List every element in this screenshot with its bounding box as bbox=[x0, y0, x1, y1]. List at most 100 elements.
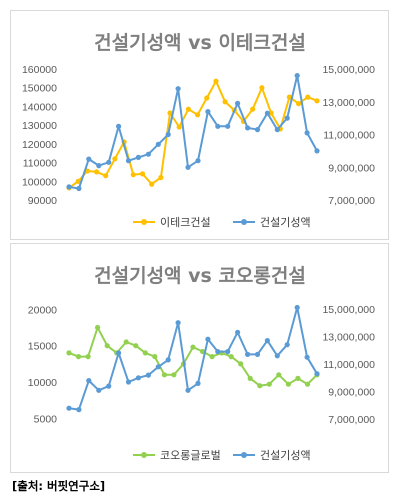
y-left-tick-label: 110000 bbox=[23, 158, 57, 170]
series-point-0 bbox=[112, 156, 118, 162]
legend-swatch-marker bbox=[141, 219, 147, 225]
series-point-0 bbox=[130, 172, 136, 178]
series-point-1 bbox=[106, 159, 112, 165]
source-note: [출처: 버핏연구소] bbox=[12, 479, 106, 493]
y-left-tick-label: 5000 bbox=[34, 413, 58, 425]
series-point-0 bbox=[305, 94, 311, 100]
series-point-0 bbox=[276, 372, 282, 378]
series-point-0 bbox=[285, 381, 291, 387]
series-point-1 bbox=[254, 127, 261, 133]
y-right-tick-label: 13,000,000 bbox=[322, 97, 375, 109]
series-line-1 bbox=[68, 74, 318, 190]
series-point-1 bbox=[76, 407, 82, 413]
series-point-0 bbox=[104, 343, 110, 349]
series-point-1 bbox=[225, 349, 231, 355]
series-point-1 bbox=[135, 375, 141, 381]
series-point-1 bbox=[145, 151, 151, 157]
series-point-1 bbox=[125, 158, 132, 164]
y-right-tick-label: 11,000,000 bbox=[323, 359, 375, 371]
series-point-1 bbox=[314, 148, 320, 154]
y-left-tick-label: 15000 bbox=[28, 341, 57, 353]
series-point-0 bbox=[268, 110, 274, 116]
series-point-0 bbox=[247, 375, 253, 381]
series-point-1 bbox=[125, 379, 132, 385]
chart-kolon: 건설기성액 vs 코오롱건설 5000 10000 15000 20000 7,000,0… bbox=[28, 265, 375, 462]
series-point-1 bbox=[314, 371, 320, 377]
chart-panel-kolon: 건설기성액 vs 코오롱건설 5000 10000 15000 20000 7,000,0… bbox=[10, 243, 389, 473]
series-point-0 bbox=[222, 99, 228, 105]
chart-title: 건설기성액 vs 이테크건설 bbox=[94, 32, 306, 54]
series-line-0 bbox=[68, 80, 318, 189]
series-point-1 bbox=[155, 364, 161, 370]
series-point-1 bbox=[235, 329, 241, 335]
y-right-tick-label: 15,000,000 bbox=[322, 64, 375, 76]
series-point-1 bbox=[205, 336, 211, 342]
series-point-1 bbox=[96, 387, 102, 393]
y-left-tick-label: 10000 bbox=[28, 377, 57, 389]
series-point-1 bbox=[145, 372, 151, 378]
series-point-0 bbox=[103, 173, 109, 179]
legend-label: 건설기성액 bbox=[260, 449, 311, 462]
series-point-1 bbox=[215, 123, 221, 129]
series-point-0 bbox=[75, 178, 81, 184]
series-point-0 bbox=[266, 381, 272, 387]
series-point-0 bbox=[123, 339, 129, 345]
series-point-0 bbox=[304, 381, 311, 387]
series-point-1 bbox=[294, 304, 300, 311]
series-point-0 bbox=[133, 343, 139, 349]
y-right-tick-label: 9,000,000 bbox=[328, 162, 375, 174]
series-point-0 bbox=[259, 85, 265, 91]
series-point-0 bbox=[295, 375, 301, 381]
series-point-0 bbox=[149, 181, 155, 187]
series-point-0 bbox=[142, 350, 148, 356]
chart-panel-etec: 건설기성액 vs 이테크건설 90000 100000 110000 120000 130… bbox=[10, 10, 389, 240]
series-point-1 bbox=[175, 320, 181, 326]
y-right-tick-label: 9,000,000 bbox=[328, 387, 375, 399]
series-point-1 bbox=[135, 154, 141, 160]
series-point-0 bbox=[195, 112, 201, 118]
series-point-0 bbox=[204, 95, 210, 101]
series-point-0 bbox=[75, 354, 82, 360]
series-point-0 bbox=[257, 383, 263, 389]
series-point-1 bbox=[155, 141, 161, 147]
series-point-0 bbox=[176, 124, 182, 130]
series-point-1 bbox=[195, 380, 201, 386]
series-point-0 bbox=[95, 324, 101, 331]
y-left-tick-label: 130000 bbox=[22, 120, 57, 132]
series-point-0 bbox=[296, 101, 302, 107]
series-point-0 bbox=[94, 169, 100, 175]
series-point-1 bbox=[274, 353, 280, 359]
series-point-0 bbox=[228, 354, 234, 360]
legend-swatch-marker bbox=[241, 219, 247, 225]
series-line-1 bbox=[68, 306, 318, 411]
y-left-tick-label: 150000 bbox=[22, 83, 57, 95]
series-point-0 bbox=[190, 344, 196, 350]
y-left-tick-label: 120000 bbox=[22, 139, 57, 151]
series-point-1 bbox=[284, 342, 290, 348]
series-point-1 bbox=[66, 184, 72, 190]
series-point-1 bbox=[215, 349, 221, 355]
y-right-tick-label: 13,000,000 bbox=[322, 331, 375, 343]
series-point-1 bbox=[284, 115, 290, 121]
series-point-1 bbox=[264, 338, 270, 344]
legend-swatch-marker bbox=[141, 452, 147, 458]
series-point-1 bbox=[254, 351, 261, 357]
legend-swatch-marker bbox=[241, 452, 247, 458]
series-point-1 bbox=[165, 357, 171, 363]
series-point-1 bbox=[274, 127, 280, 133]
series-point-1 bbox=[175, 86, 181, 92]
series-point-1 bbox=[225, 123, 231, 129]
series-point-1 bbox=[235, 100, 241, 106]
series-point-1 bbox=[294, 73, 300, 79]
series-point-0 bbox=[238, 361, 244, 367]
series-point-1 bbox=[106, 383, 112, 389]
series-point-0 bbox=[171, 372, 177, 378]
y-right-tick-label: 11,000,000 bbox=[323, 130, 375, 142]
series-point-0 bbox=[314, 98, 320, 104]
series-point-0 bbox=[213, 78, 219, 84]
y-left-tick-label: 100000 bbox=[22, 176, 57, 188]
series-point-1 bbox=[205, 109, 211, 115]
series-point-1 bbox=[66, 405, 72, 411]
series-point-0 bbox=[158, 174, 164, 181]
series-point-1 bbox=[245, 125, 251, 131]
